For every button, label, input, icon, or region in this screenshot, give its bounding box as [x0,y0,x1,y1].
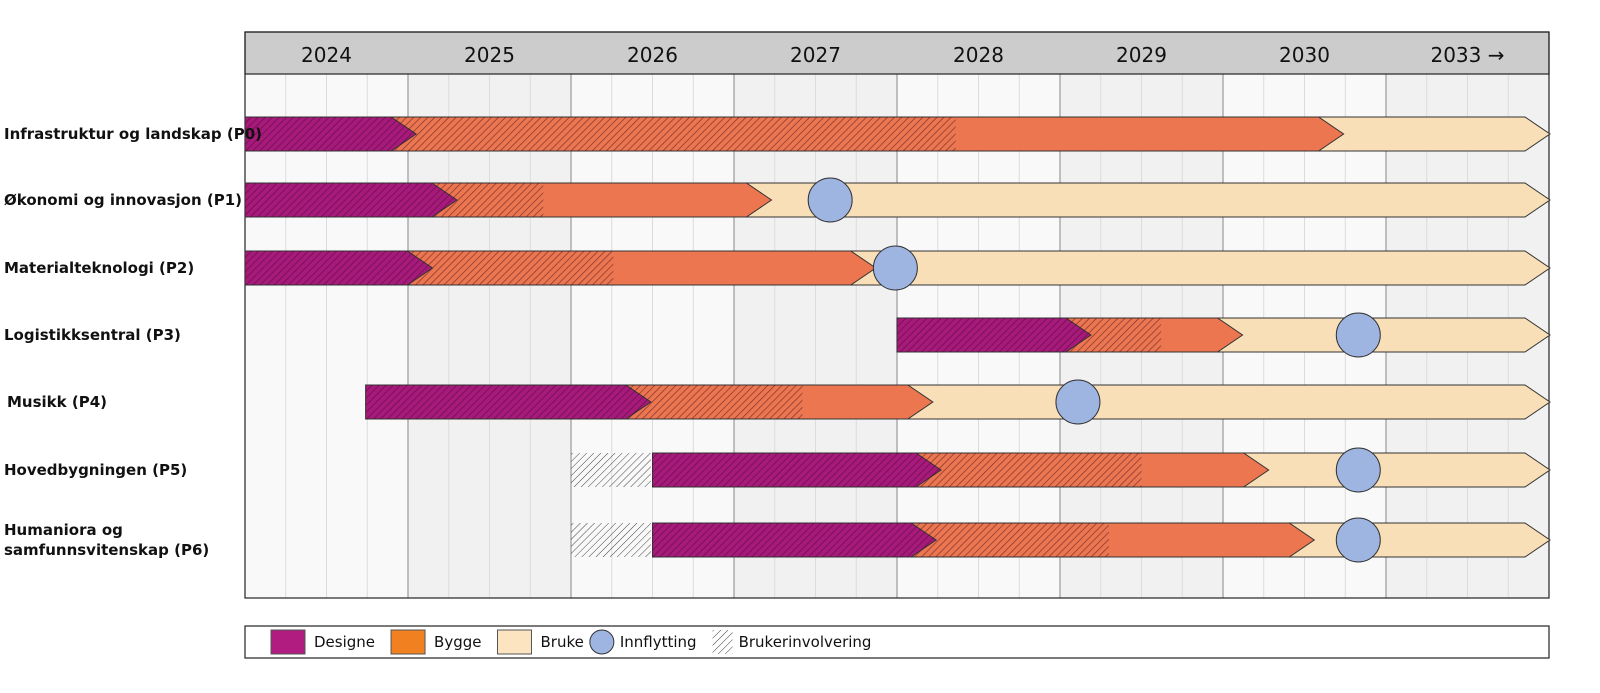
user-involvement-bar [571,523,651,557]
chart-frame [244,31,1550,599]
design-hatch-overlay [245,117,417,151]
build-hatch-overlay [391,117,956,151]
build-hatch-overlay [916,453,1142,487]
row-label: Økonomi og innovasjon (P1) [4,191,242,209]
design-hatch-overlay [245,251,433,285]
year-label: 2024 [301,43,352,67]
year-header [244,31,1550,75]
year-label: 2033 → [1430,43,1504,67]
year-label: 2025 [464,43,515,67]
build-hatch-overlay [625,385,803,419]
row-label: Materialteknologi (P2) [4,259,194,277]
movein-marker [807,177,853,223]
movein-marker [1335,517,1381,563]
design-hatch-overlay [245,183,457,217]
movein-marker [1055,379,1101,425]
row-label: Humaniora og [4,521,123,539]
legend-label: Bygge [434,633,481,651]
build-hatch-overlay [407,251,614,285]
movein-marker [872,245,918,291]
legend-build-swatch [390,629,426,655]
design-hatch-overlay [365,385,651,419]
row-label: Logistikksentral (P3) [4,326,181,344]
movein-marker [1335,447,1381,493]
year-label: 2027 [790,43,841,67]
legend-involvement-swatch [712,630,733,654]
design-hatch-overlay [897,318,1091,352]
legend-label: Innflytting [620,633,697,651]
build-hatch-overlay [911,523,1109,557]
legend-label: Brukerinvolvering [739,633,872,651]
legend-box [244,625,1550,659]
legend-movein-swatch [589,629,615,655]
movein-marker [1335,312,1381,358]
user-involvement-bar [571,453,651,487]
row-label: Infrastruktur og landskap (P0) [4,125,262,143]
row-label: Hovedbygningen (P5) [4,461,187,479]
legend-label: Bruke [540,633,583,651]
design-hatch-overlay [652,453,942,487]
legend-label: Designe [314,633,375,651]
design-hatch-overlay [652,523,937,557]
row-label: Musikk (P4) [7,393,107,411]
legend-use-swatch [496,629,532,655]
year-label: 2026 [627,43,678,67]
row-label: samfunnsvitenskap (P6) [4,541,209,559]
year-label: 2028 [953,43,1004,67]
year-label: 2029 [1116,43,1167,67]
year-label: 2030 [1279,43,1330,67]
legend-design-swatch [270,629,306,655]
